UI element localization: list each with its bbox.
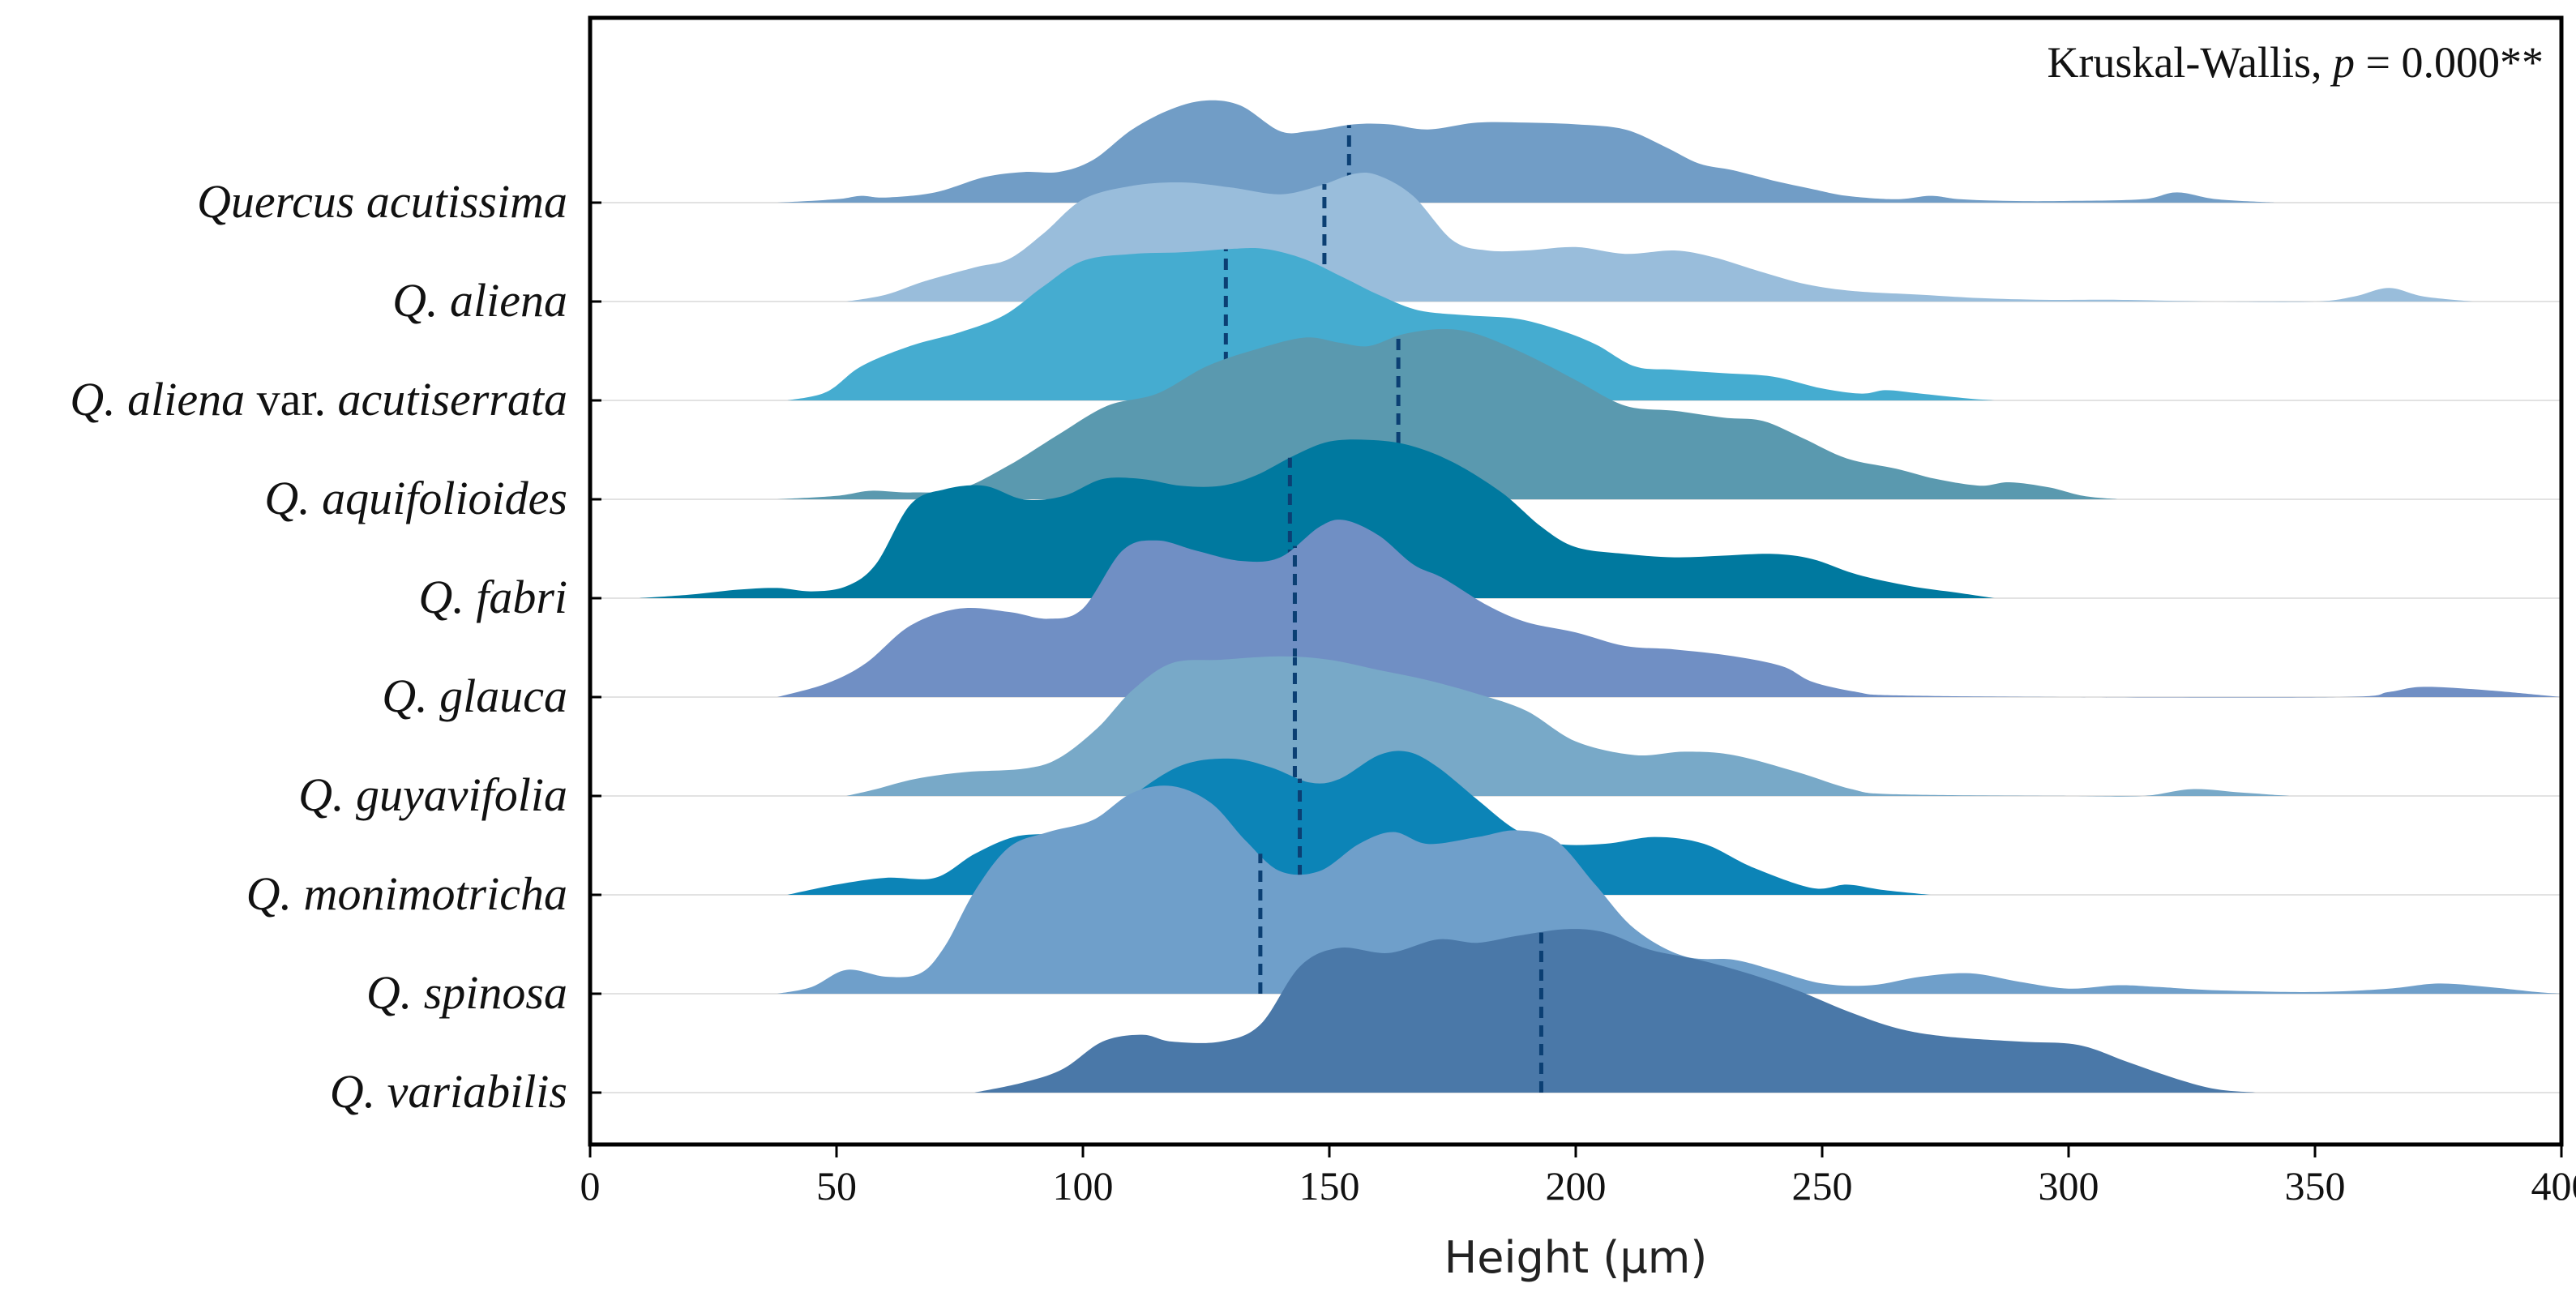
x-tick-label: 150: [1299, 1163, 1360, 1209]
species-label-part: Q. glauca: [382, 670, 567, 722]
species-label-q-aliena: Q. aliena: [392, 274, 567, 327]
species-label-part: Q. aquifolioides: [264, 472, 567, 524]
species-label-part: Q. aliena: [392, 274, 567, 327]
significance-annotation: Kruskal-Wallis, p = 0.000**: [2047, 38, 2544, 87]
species-label-quercus-acutissima: Quercus acutissima: [197, 175, 567, 228]
x-tick-label: 100: [1053, 1163, 1114, 1209]
species-label-part: Q. variabilis: [330, 1065, 567, 1118]
species-label-q-aliena-var-acutiserrata: Q. aliena var. acutiserrata: [70, 373, 567, 426]
species-label-part: Quercus acutissima: [197, 175, 567, 228]
species-label-q-fabri: Q. fabri: [418, 571, 567, 623]
x-tick-label: 250: [1792, 1163, 1853, 1209]
annotation-p-symbol: p: [2330, 38, 2355, 87]
species-label-q-monimotricha: Q. monimotricha: [246, 867, 567, 920]
species-label-part: acutiserrata: [337, 373, 567, 426]
species-label-q-spinosa: Q. spinosa: [366, 966, 567, 1019]
x-tick-label: 350: [2285, 1163, 2346, 1209]
x-tick-label: 300: [2039, 1163, 2099, 1209]
species-label-part: var.: [245, 373, 337, 426]
x-axis-label: Height (μm): [1444, 1232, 1708, 1283]
annotation-prefix: Kruskal-Wallis,: [2047, 38, 2333, 87]
species-label-part: Q. aliena: [70, 373, 245, 426]
species-label-q-aquifolioides: Q. aquifolioides: [264, 472, 567, 524]
species-label-q-glauca: Q. glauca: [382, 670, 567, 722]
x-tick-label: 0: [580, 1163, 601, 1209]
annotation-suffix: = 0.000**: [2355, 38, 2544, 87]
species-label-part: Q. monimotricha: [246, 867, 567, 920]
species-label-part: Q. guyavifolia: [298, 768, 567, 821]
x-tick-label: 50: [816, 1163, 857, 1209]
species-label-q-guyavifolia: Q. guyavifolia: [298, 768, 567, 821]
species-label-part: Q. fabri: [418, 571, 567, 623]
x-tick-label: 400: [2531, 1163, 2576, 1209]
x-tick-label: 200: [1546, 1163, 1607, 1209]
species-label-q-variabilis: Q. variabilis: [330, 1065, 567, 1118]
species-label-part: Q. spinosa: [366, 966, 567, 1019]
